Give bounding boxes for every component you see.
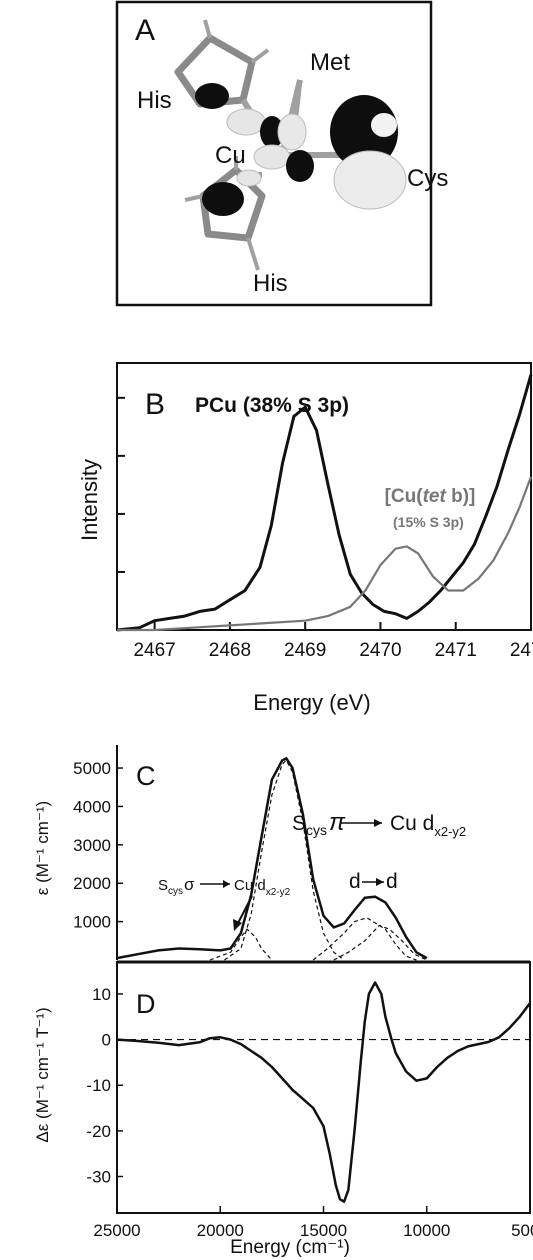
panel-d: D Δε (M⁻¹ cm⁻¹ T⁻¹) Energy (cm⁻¹) 10 0 -10…	[33, 960, 533, 1258]
x-tick-label-d: 5000	[511, 1221, 533, 1240]
bond	[250, 48, 270, 64]
series-line-b	[117, 476, 533, 632]
pi-transition-label: Scysπ	[292, 809, 346, 838]
y-tick-label-c: 5000	[73, 759, 111, 778]
his-bottom-ring	[199, 166, 266, 242]
bond	[184, 194, 204, 202]
molecule-structure	[174, 19, 407, 271]
plot-frame-b	[116, 362, 532, 631]
x-tick-label-b: 2472	[510, 640, 533, 661]
x-tick-label-b: 2469	[284, 640, 326, 661]
orbital-lobe-light	[371, 113, 397, 137]
orbital-lobe-light	[333, 150, 407, 210]
ylabel-b: Intensity	[77, 459, 102, 541]
x-tick-label-b: 2468	[209, 640, 251, 661]
x-tick-label-b: 2470	[359, 640, 401, 661]
sigma-label-sub: cys	[168, 886, 183, 897]
series2-label-pre: [Cu(	[385, 486, 424, 507]
orbital-lobe-light	[236, 169, 262, 187]
pi-label-symbol: π	[329, 809, 346, 836]
orbital-lobe-light	[226, 108, 266, 136]
orbital-lobe-dark	[202, 182, 244, 216]
panel-a: A	[115, 0, 448, 307]
sigma-arrowhead	[223, 880, 230, 888]
sigma-pointer-head	[233, 919, 242, 931]
xlabel-b: Energy (eV)	[253, 690, 370, 715]
y-tick-label-d: -20	[86, 1122, 111, 1141]
x-tick-label-d: 15000	[300, 1221, 347, 1240]
chart-c: 1000 2000 3000 4000 5000	[73, 745, 428, 961]
label-cu: Cu	[215, 142, 246, 169]
mcd-line-d	[116, 981, 531, 1203]
sigma-transition-label: Scysσ	[158, 875, 195, 897]
bond	[203, 19, 212, 39]
gaussian-component-c	[333, 924, 428, 961]
x-tick-label-d: 25000	[93, 1221, 140, 1240]
absorption-line-c	[116, 756, 428, 960]
xlabel-d: Energy (cm⁻¹)	[230, 1237, 350, 1258]
orbital-lobe-dark	[195, 83, 229, 109]
pi-label-target: Cu dx2-y2	[390, 812, 466, 839]
x-tick-label-b: 2471	[435, 640, 477, 661]
series2-label-post: b)]	[446, 486, 476, 507]
series2-label-ital: tet	[423, 486, 447, 507]
label-his-bottom: His	[253, 270, 288, 297]
y-tick-label-c: 2000	[73, 874, 111, 893]
series-line-b	[116, 374, 533, 632]
orbital-lobe-light	[277, 113, 307, 151]
y-tick-label-d: -10	[86, 1076, 111, 1095]
gaussian-component-c	[312, 917, 417, 961]
panel-b: B Intensity PCu (38% S 3p) [Cu(tet b)] (…	[77, 362, 533, 715]
panel-b-letter: B	[145, 388, 165, 421]
dd-label-right: d	[386, 870, 398, 893]
pi-label-sub: cys	[306, 822, 327, 838]
sigma-label-target-sub: x2-y2	[266, 887, 291, 898]
plot-frame-d	[116, 961, 531, 1214]
ylabel-c: ε (M⁻¹ cm⁻¹)	[33, 801, 52, 895]
gaussian-component-c	[224, 759, 345, 961]
y-tick-label-d: 0	[102, 1031, 111, 1050]
chart-d: 10 0 -10 -20 -30 25000 20000 15000 10000 5000	[86, 960, 533, 1240]
y-tick-label-d: -30	[86, 1167, 111, 1186]
bond	[246, 237, 260, 271]
panel-a-letter: A	[135, 14, 155, 47]
label-his-top: His	[137, 87, 172, 114]
bond	[293, 79, 303, 116]
label-cys: Cys	[407, 165, 448, 192]
orbital-lobe-light	[253, 144, 291, 170]
dd-arrowhead	[376, 878, 384, 886]
chart-b: 2467 2468 2469 2470 2471 2472	[116, 362, 533, 661]
gaussian-component-c	[209, 928, 273, 961]
pi-arrowhead	[374, 819, 382, 827]
pi-label-target-sub: x2-y2	[434, 824, 466, 839]
x-tick-label-b: 2467	[133, 640, 175, 661]
sigma-label-base: S	[158, 877, 168, 894]
pi-label-target-base: Cu d	[390, 812, 434, 835]
series1-label: PCu (38% S 3p)	[195, 394, 349, 417]
x-tick-label-d: 10000	[403, 1221, 450, 1240]
series2-sublabel: (15% S 3p)	[393, 514, 464, 530]
x-tick-label-d: 20000	[197, 1221, 244, 1240]
panel-d-letter: D	[136, 989, 156, 1019]
panel-c-letter: C	[136, 761, 156, 791]
sigma-label-target-base: Cu d	[234, 877, 266, 894]
y-tick-label-c: 4000	[73, 797, 111, 816]
y-tick-label-c: 1000	[73, 913, 111, 932]
panel-c: C ε (M⁻¹ cm⁻¹) Scysπ Cu dx2-y2 Scysσ Cu …	[33, 745, 466, 961]
label-met: Met	[310, 49, 350, 76]
y-tick-label-d: 10	[92, 985, 111, 1004]
series2-label: [Cu(tet b)]	[385, 486, 476, 507]
sigma-label-symbol: σ	[184, 875, 195, 894]
y-tick-label-c: 3000	[73, 836, 111, 855]
dd-label-left: d	[349, 870, 361, 893]
ylabel-d: Δε (M⁻¹ cm⁻¹ T⁻¹)	[33, 1007, 52, 1142]
orbital-lobe-dark	[260, 116, 284, 148]
sigma-label-target: Cu dx2-y2	[234, 877, 291, 898]
orbital-lobe-dark	[286, 150, 314, 182]
